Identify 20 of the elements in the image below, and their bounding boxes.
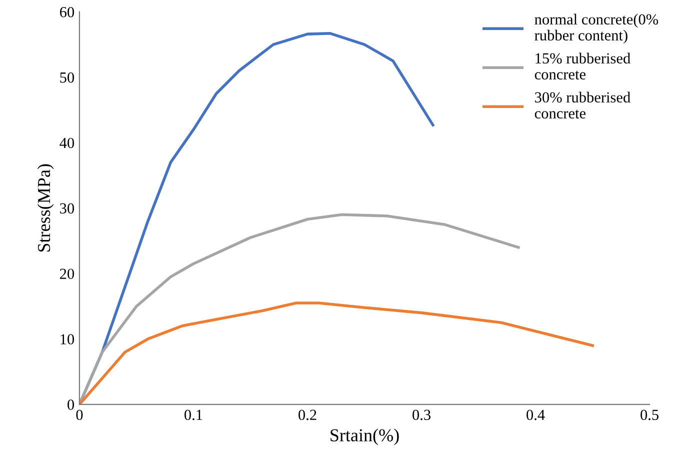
x-axis-title: Srtain(%) [330,428,399,446]
x-tick-label: 0 [76,410,83,420]
legend-label: 30% rubberised concrete [534,92,630,119]
line-series [79,213,520,404]
y-tick-label: 20 [60,268,74,280]
y-tick-label: 50 [60,72,74,83]
y-tick-label: 40 [60,138,74,148]
y-axis-title: Stress(MPa) [37,164,54,252]
line-series [79,302,594,404]
legend-label: normal concrete(0% rubber content) [534,14,658,44]
y-tick-label: 0 [68,400,74,410]
y-tick-label: 30 [60,203,74,214]
x-tick-label: 0.3 [412,410,430,420]
x-tick-label: 0.2 [298,410,316,420]
x-tick-label: 0.4 [526,410,545,420]
x-tick-label: 0.1 [184,410,202,420]
y-tick-label: 60 [60,6,74,18]
legend-label: 15% rubberised concrete [534,52,630,80]
y-tick-label: 10 [60,334,74,344]
x-tick-label: 0.5 [640,410,658,420]
